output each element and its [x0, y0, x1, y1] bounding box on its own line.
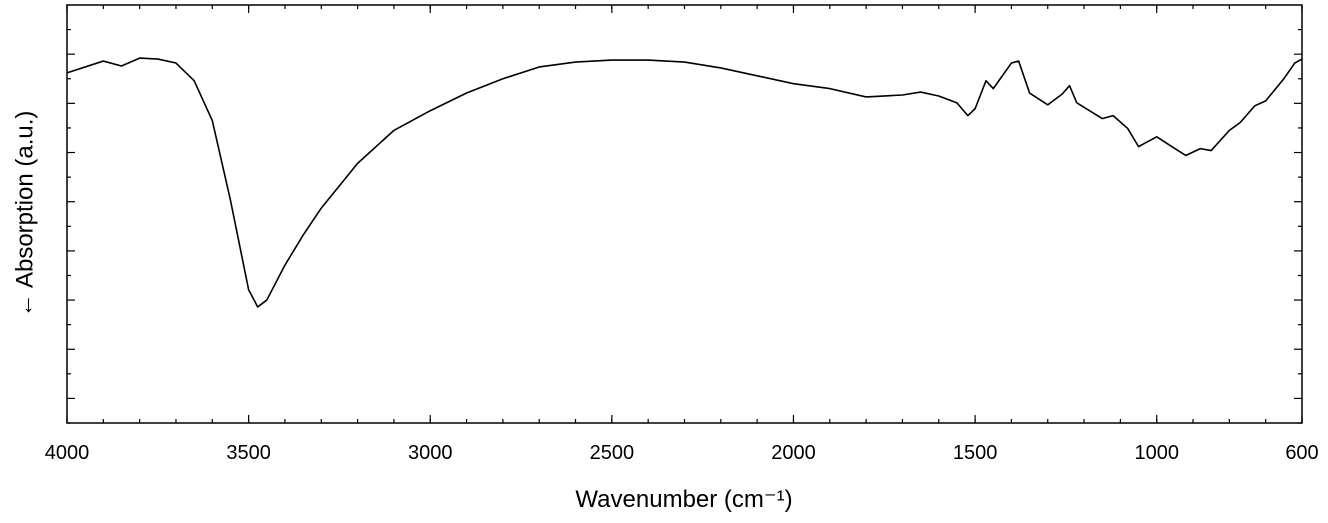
x-tick-label: 600	[1285, 442, 1318, 464]
x-axis-title: Wavenumber (cm⁻¹)	[575, 486, 792, 513]
x-tick-label: 2000	[771, 442, 816, 464]
spectrum-line	[66, 57, 1303, 308]
x-tick-label: 1500	[953, 442, 998, 464]
x-tick-label: 3500	[226, 442, 271, 464]
y-axis-title: ← Absorption (a.u.)	[11, 111, 38, 318]
x-tick-label: 3000	[408, 442, 453, 464]
x-tick-label: 1000	[1134, 442, 1179, 464]
x-tick-label: 2500	[590, 442, 635, 464]
x-tick-label: 4000	[45, 442, 90, 464]
plot-frame	[66, 4, 1303, 424]
